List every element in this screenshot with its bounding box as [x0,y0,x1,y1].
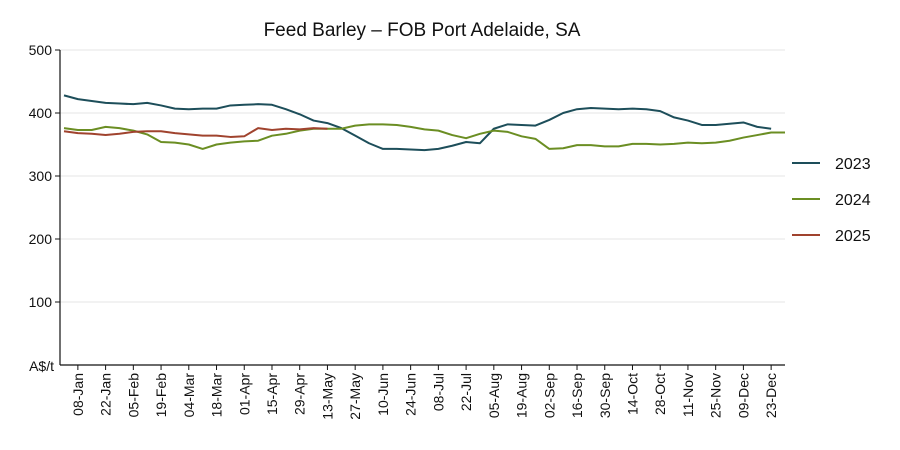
x-tick-label: 08-Jan [70,373,86,416]
y-ticks: 100 200 300 400 500 [29,42,60,310]
x-tick-label: 08-Jul [430,373,446,411]
x-tick-label: 05-Feb [125,373,141,418]
series-line-2025 [63,127,328,138]
x-tick-label: 19-Feb [153,373,169,418]
x-tick-label: 09-Dec [735,373,751,418]
y-tick-label: 200 [29,231,53,247]
y-tick-label: 100 [29,294,53,310]
y-axis-unit-label: A$/t [29,358,54,374]
x-tick-label: 05-Aug [486,373,502,418]
x-tick-label: 27-May [347,373,363,420]
x-tick-label: 24-Jun [403,373,419,416]
x-tick-label: 02-Sep [541,373,557,418]
x-tick-label: 22-Jul [458,373,474,411]
x-tick-label: 11-Nov [680,373,696,417]
x-tick-label: 28-Oct [652,373,668,415]
x-tick-label: 14-Oct [624,373,640,415]
x-ticks: 08-Jan 22-Jan 05-Feb 19-Feb 04-Mar 18-Mar 01-A… [70,365,779,420]
x-tick-label: 23-Dec [763,373,779,418]
x-tick-label: 22-Jan [98,373,114,416]
series-lines [63,94,785,152]
x-tick-label: 01-Apr [236,373,252,415]
legend-label-2023: 2023 [835,156,871,173]
legend: 2023 2024 2025 [792,156,871,245]
x-tick-label: 15-Apr [264,373,280,415]
legend-label-2024: 2024 [835,192,871,209]
x-tick-label: 19-Aug [514,373,530,418]
series-line-2023 [63,94,772,152]
x-tick-label: 29-Apr [292,373,308,415]
gridlines [60,49,785,303]
x-tick-label: 10-Jun [375,373,391,416]
legend-label-2025: 2025 [835,228,871,245]
chart-title: Feed Barley – FOB Port Adelaide, SA [264,20,581,41]
x-tick-label: 13-May [319,373,335,420]
x-tick-label: 18-Mar [209,373,225,418]
x-tick-label: 25-Nov [708,373,724,418]
y-tick-label: 500 [29,42,53,58]
x-tick-label: 16-Sep [569,373,585,418]
y-tick-label: 300 [29,168,53,184]
y-tick-label: 400 [29,105,53,121]
series-line-2024 [63,123,785,150]
axes [59,50,785,366]
x-tick-label: 30-Sep [597,373,613,418]
x-tick-label: 04-Mar [181,373,197,418]
